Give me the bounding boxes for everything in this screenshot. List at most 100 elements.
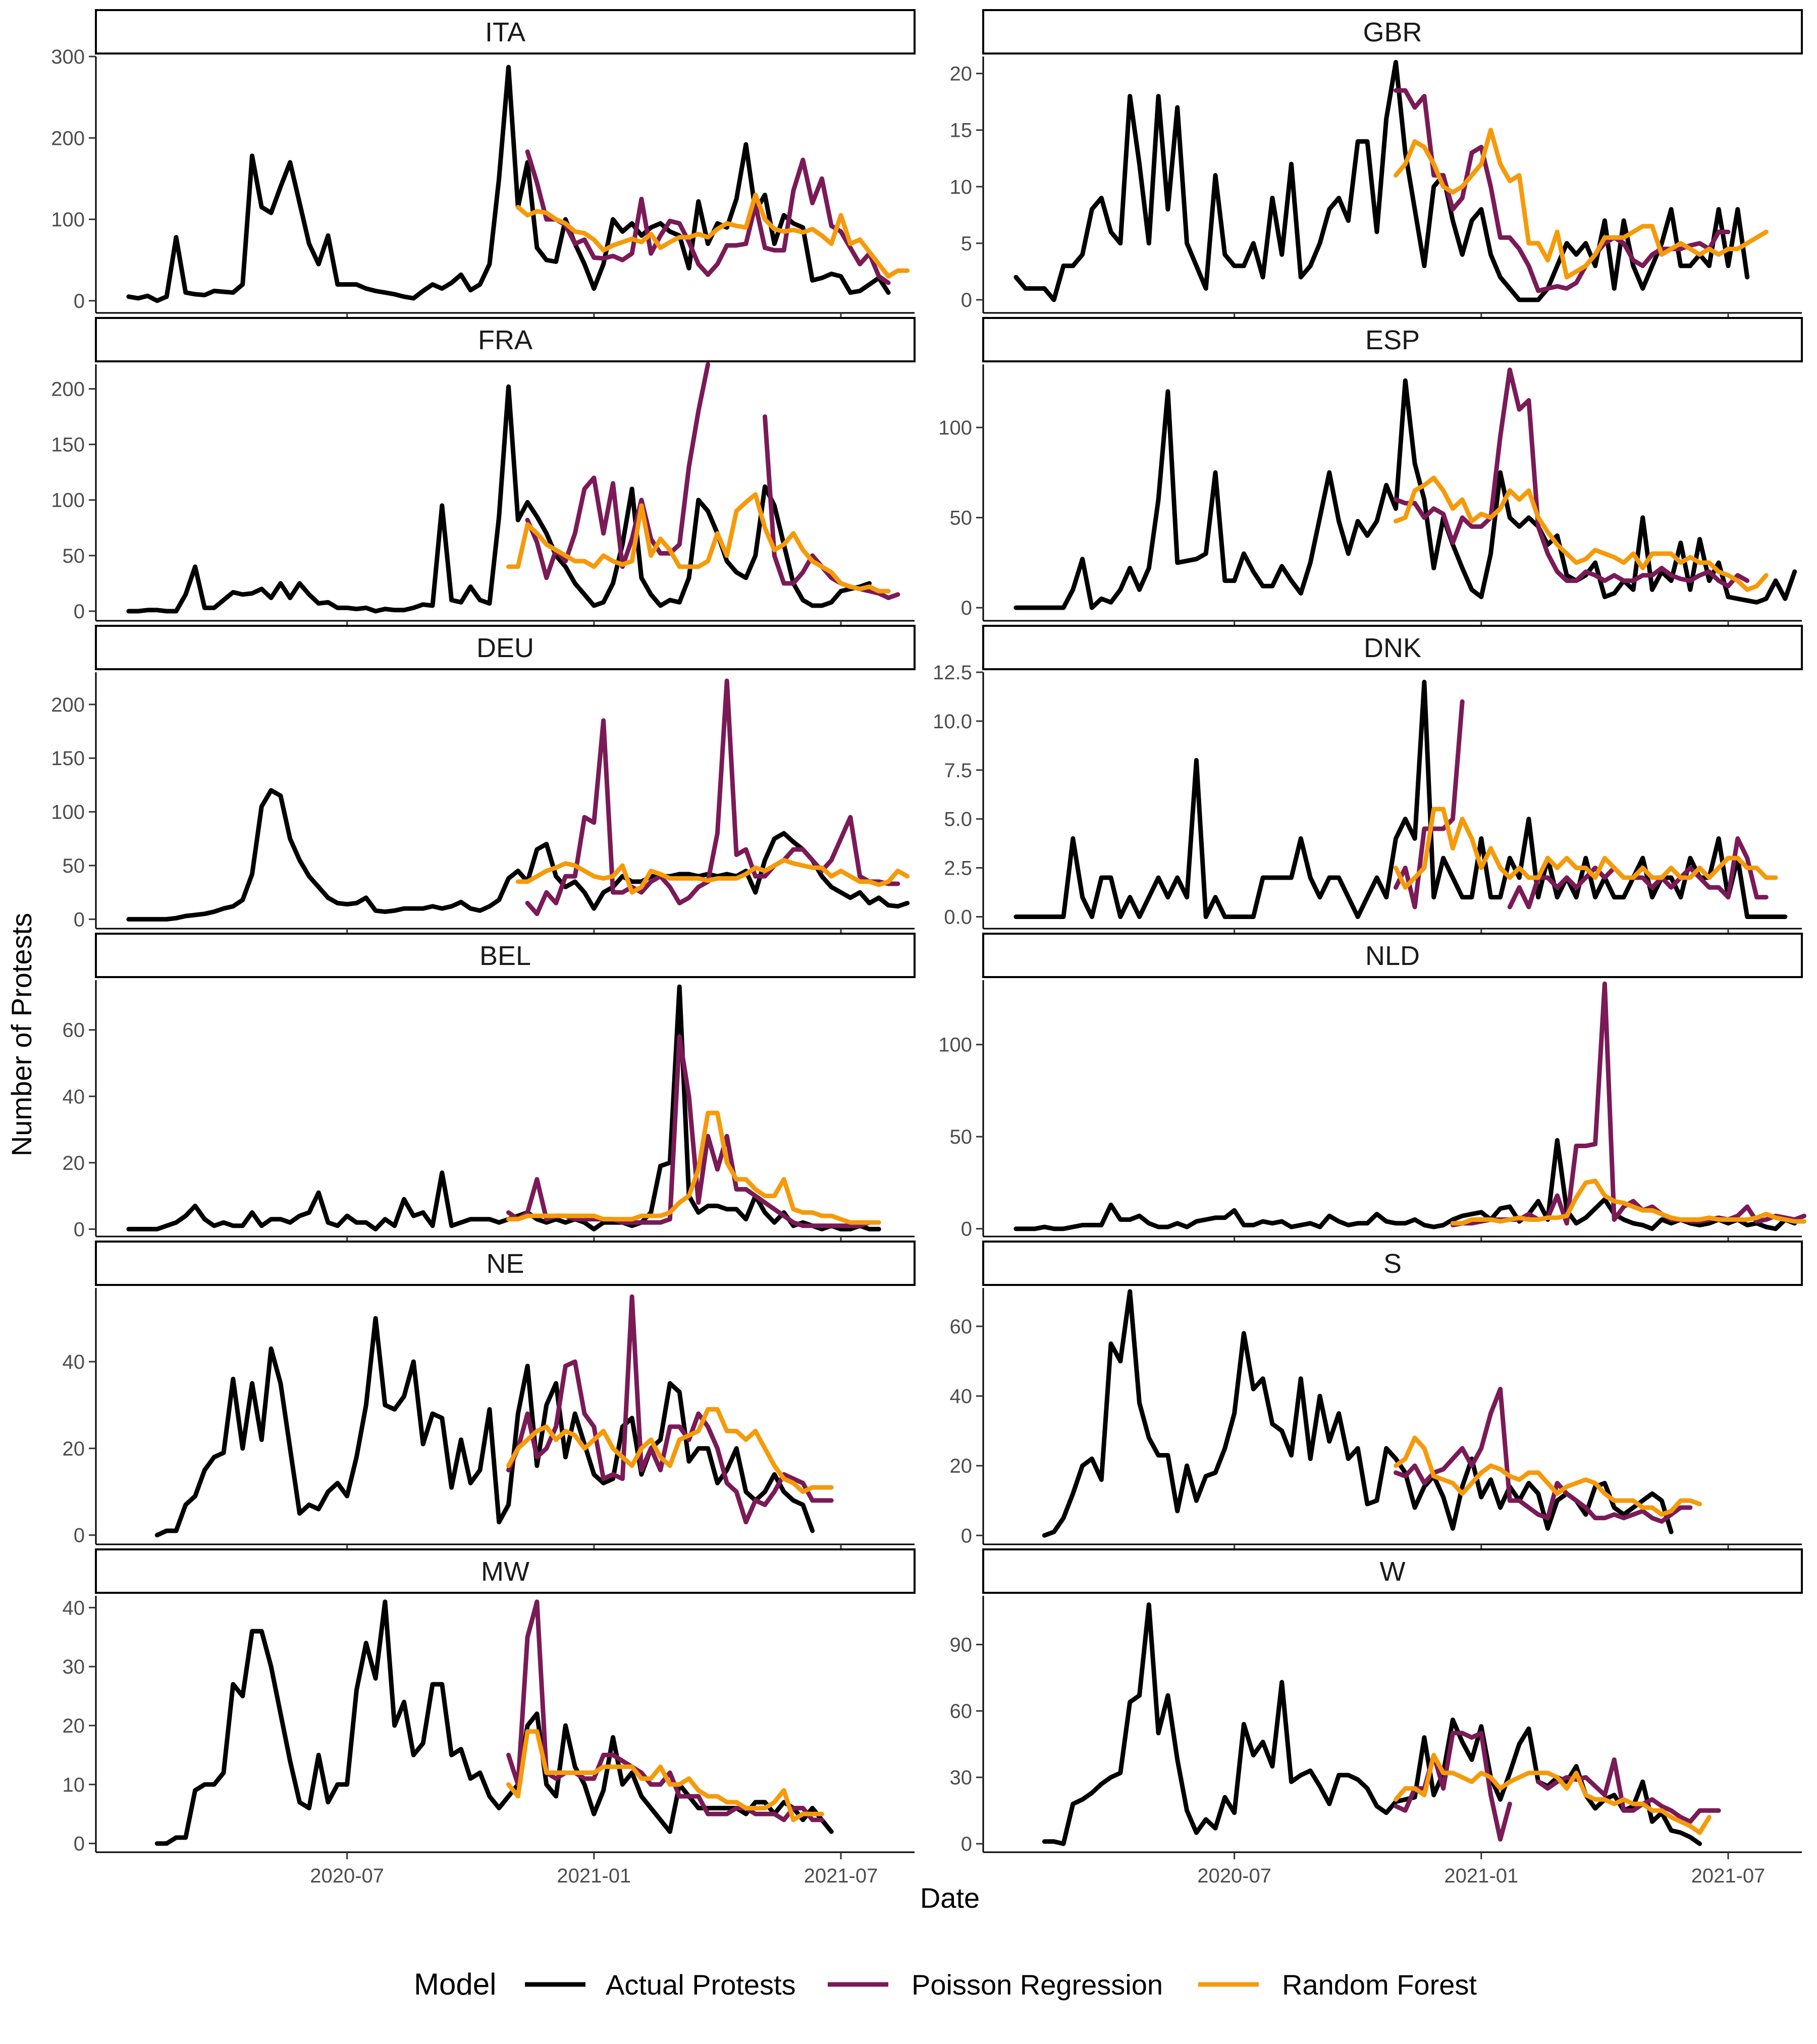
line-poisson-deu xyxy=(525,678,900,917)
line-forest-w xyxy=(1394,1753,1712,1835)
panel-s: S 0 20 40 60 xyxy=(950,1241,1803,1551)
line-actual-fra xyxy=(126,384,872,614)
strip-deu xyxy=(95,625,916,670)
y-tick-label-esp: 0 xyxy=(961,597,972,619)
y-tick-label-w: 60 xyxy=(950,1700,973,1723)
y-tick-label-nld: 0 xyxy=(961,1218,972,1241)
line-actual-bel xyxy=(126,984,881,1231)
y-tick-label-nld: 50 xyxy=(950,1126,973,1148)
strip-gbr xyxy=(982,9,1803,55)
panel-ne: NE 0 20 40 xyxy=(63,1241,916,1551)
strip-s xyxy=(982,1241,1803,1286)
y-tick-label-dnk: 2.5 xyxy=(944,857,972,880)
panel-mw: MW 0 10 20 30 40 2020-07 2021-01 2021-07 xyxy=(63,1548,916,1887)
line-actual-ita xyxy=(126,65,891,303)
strip-label-esp: ESP xyxy=(1365,325,1420,355)
line-poisson-esp xyxy=(1394,367,1750,588)
line-forest-bel xyxy=(506,1110,881,1225)
y-tick-label-fra: 200 xyxy=(51,378,85,400)
strip-label-bel: BEL xyxy=(479,941,531,971)
line-poisson-ita xyxy=(525,149,891,285)
strip-bel xyxy=(95,933,916,978)
y-tick-label-fra: 0 xyxy=(74,601,85,623)
y-tick-label-mw: 20 xyxy=(63,1715,85,1737)
panel-deu: DEU 0 50 100 150 200 xyxy=(51,625,916,936)
x-tick-label: 2021-07 xyxy=(1691,1865,1766,1887)
x-tick-label: 2020-07 xyxy=(1197,1865,1271,1887)
y-tick-label-mw: 40 xyxy=(63,1597,85,1619)
line-forest-s xyxy=(1394,1435,1702,1517)
y-tick-label-dnk: 0.0 xyxy=(944,906,972,928)
line-actual-gbr xyxy=(1013,60,1750,302)
x-axis-title: Date xyxy=(920,1882,980,1914)
strip-dnk xyxy=(982,625,1803,670)
y-tick-label-gbr: 20 xyxy=(950,63,973,85)
y-tick-label-s: 20 xyxy=(950,1455,973,1477)
line-forest-ne xyxy=(506,1407,834,1494)
panel-bel: BEL 0 20 40 60 xyxy=(63,933,916,1244)
line-actual-esp xyxy=(1013,378,1797,610)
strip-mw xyxy=(95,1548,916,1594)
panel-nld: NLD 0 50 100 xyxy=(938,933,1806,1244)
y-tick-label-gbr: 10 xyxy=(950,176,973,198)
x-tick-label: 2021-01 xyxy=(1444,1865,1518,1887)
y-axis-title: Number of Protests xyxy=(6,913,37,1156)
y-tick-label-w: 0 xyxy=(961,1833,972,1855)
strip-esp xyxy=(982,317,1803,362)
y-tick-label-bel: 60 xyxy=(63,1019,85,1042)
y-tick-label-gbr: 0 xyxy=(961,289,972,311)
y-tick-label-s: 0 xyxy=(961,1525,972,1547)
y-tick-label-w: 90 xyxy=(950,1634,973,1656)
strip-label-gbr: GBR xyxy=(1363,17,1422,47)
line-forest-esp xyxy=(1394,475,1769,592)
y-tick-label-gbr: 15 xyxy=(950,120,973,142)
y-tick-label-deu: 150 xyxy=(51,747,85,770)
y-tick-label-ita: 100 xyxy=(51,209,85,231)
facet-panels: ITA0100200300GBR05101520FRA050100150200E… xyxy=(51,9,1806,1887)
panel-ita: ITA 0 100 200 300 xyxy=(51,9,916,320)
y-tick-label-dnk: 10.0 xyxy=(933,711,972,733)
y-tick-label-mw: 0 xyxy=(74,1833,85,1855)
strip-label-ita: ITA xyxy=(485,17,525,47)
y-tick-label-ita: 0 xyxy=(74,290,85,312)
y-tick-label-ita: 300 xyxy=(51,46,85,68)
strip-label-mw: MW xyxy=(481,1556,529,1587)
line-actual-deu xyxy=(126,788,910,922)
legend-label-actual: Actual Protests xyxy=(606,1969,796,2001)
y-tick-label-fra: 100 xyxy=(51,490,85,512)
panel-w: W 0 30 60 90 2020-07 2021-01 2021-07 xyxy=(950,1548,1803,1887)
x-tick-label: 2021-07 xyxy=(804,1865,878,1887)
x-tick-label: 2021-01 xyxy=(557,1865,631,1887)
line-actual-mw xyxy=(154,1599,834,1846)
y-tick-label-bel: 20 xyxy=(63,1152,85,1174)
line-poisson-ne xyxy=(506,1294,834,1525)
strip-fra xyxy=(95,317,916,362)
strip-w xyxy=(982,1548,1803,1594)
y-tick-label-bel: 0 xyxy=(74,1218,85,1241)
strip-label-nld: NLD xyxy=(1365,941,1420,971)
strip-ita xyxy=(95,9,916,55)
y-tick-label-ne: 0 xyxy=(74,1525,85,1547)
y-tick-label-ita: 200 xyxy=(51,127,85,149)
y-tick-label-ne: 40 xyxy=(63,1351,85,1373)
y-tick-label-mw: 30 xyxy=(63,1656,85,1678)
line-actual-w xyxy=(1042,1602,1702,1846)
y-tick-label-dnk: 7.5 xyxy=(944,760,972,782)
line-actual-dnk xyxy=(1013,679,1788,919)
strip-label-dnk: DNK xyxy=(1364,633,1421,663)
y-tick-label-dnk: 12.5 xyxy=(933,662,972,684)
y-tick-label-deu: 50 xyxy=(63,855,85,877)
strip-nld xyxy=(982,933,1803,978)
y-tick-label-gbr: 5 xyxy=(961,233,972,255)
strip-label-fra: FRA xyxy=(478,325,532,355)
legend-label-poisson: Poisson Regression xyxy=(912,1969,1163,2001)
strip-ne xyxy=(95,1241,916,1286)
y-tick-label-s: 40 xyxy=(950,1385,973,1408)
y-tick-label-fra: 50 xyxy=(63,545,85,567)
panel-fra: FRA 0 50 100 150 200 xyxy=(51,317,916,628)
y-tick-label-deu: 100 xyxy=(51,801,85,824)
y-tick-label-esp: 50 xyxy=(950,507,973,529)
line-forest-fra xyxy=(506,492,891,594)
y-tick-label-bel: 40 xyxy=(63,1086,85,1108)
